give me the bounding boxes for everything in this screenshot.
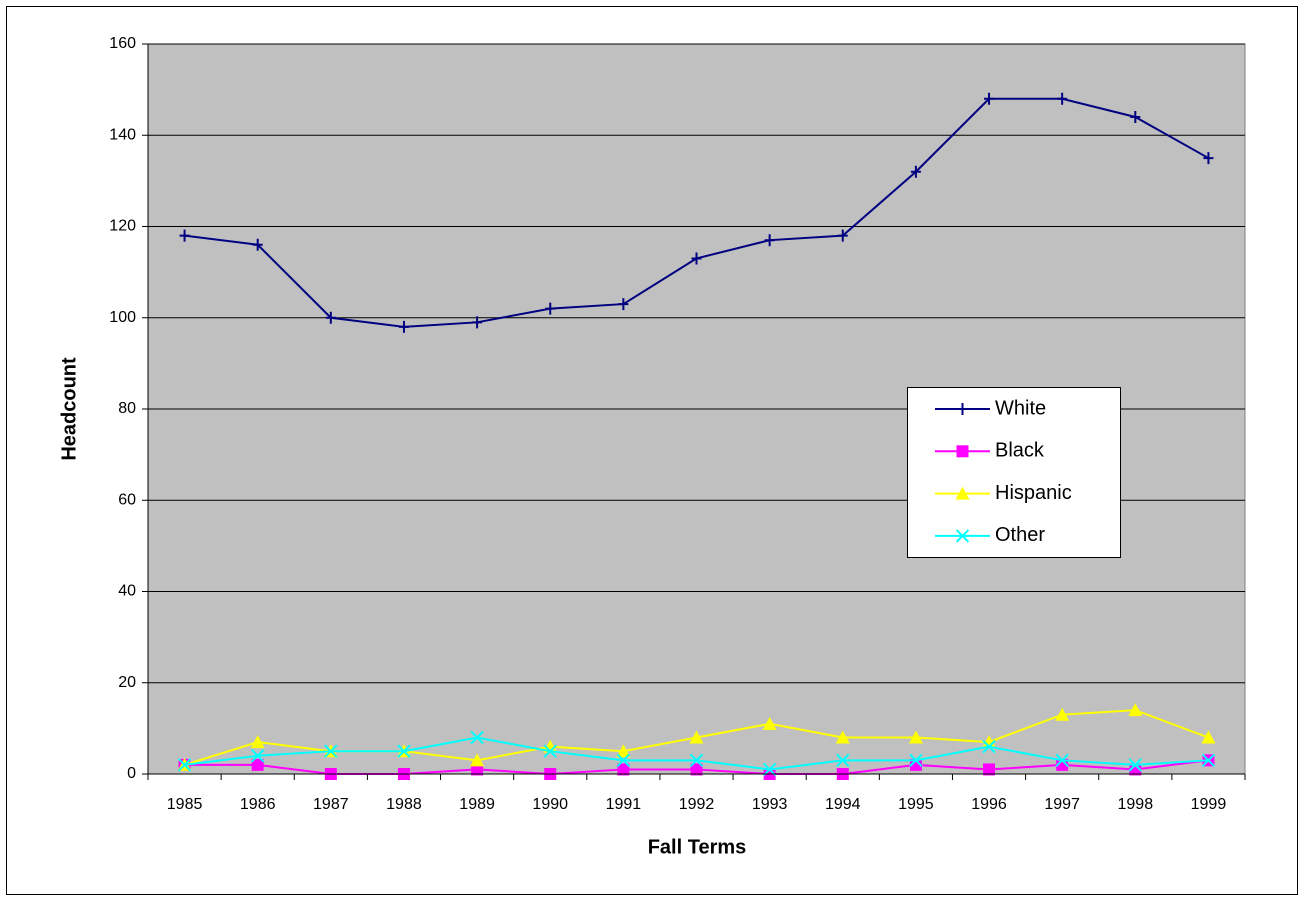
data-point bbox=[1129, 763, 1142, 776]
data-point bbox=[1203, 152, 1214, 165]
legend-marker bbox=[955, 529, 970, 543]
x-tick-label: 1999 bbox=[1191, 796, 1227, 813]
x-tick-label: 1990 bbox=[532, 796, 568, 813]
legend-label: White bbox=[995, 397, 1046, 419]
data-point bbox=[909, 758, 922, 771]
data-point bbox=[543, 739, 558, 753]
data-point bbox=[982, 735, 997, 749]
data-point bbox=[1128, 703, 1143, 717]
data-point bbox=[837, 229, 848, 242]
x-tick-label: 1987 bbox=[313, 796, 349, 813]
x-tick-label: 1997 bbox=[1044, 796, 1080, 813]
data-point bbox=[1128, 758, 1143, 772]
x-tick-label: 1998 bbox=[1118, 796, 1154, 813]
x-tick-label: 1991 bbox=[606, 796, 642, 813]
data-point bbox=[324, 744, 338, 758]
data-point bbox=[1056, 758, 1069, 771]
data-point bbox=[616, 744, 631, 758]
data-point bbox=[1055, 753, 1069, 768]
data-point bbox=[545, 302, 556, 315]
y-tick-label: 20 bbox=[118, 674, 136, 691]
data-point bbox=[617, 763, 630, 776]
data-point bbox=[691, 252, 702, 265]
data-point bbox=[1201, 730, 1216, 744]
data-point bbox=[325, 311, 336, 324]
x-tick-label: 1996 bbox=[971, 796, 1007, 813]
data-point bbox=[398, 320, 409, 333]
data-point bbox=[252, 238, 263, 251]
y-tick-label: 140 bbox=[109, 126, 136, 143]
data-point bbox=[983, 763, 996, 776]
data-point bbox=[470, 730, 484, 745]
x-tick-label: 1985 bbox=[167, 796, 203, 813]
legend-marker bbox=[957, 403, 968, 415]
y-tick-label: 60 bbox=[118, 491, 136, 508]
y-tick-label: 160 bbox=[109, 35, 136, 52]
x-tick-label: 1995 bbox=[898, 796, 934, 813]
data-point bbox=[470, 753, 485, 767]
data-point bbox=[397, 744, 411, 758]
y-tick-label: 0 bbox=[127, 765, 136, 782]
data-point bbox=[762, 762, 777, 777]
data-point bbox=[689, 753, 704, 768]
y-axis-title: Headcount bbox=[58, 357, 80, 461]
data-point bbox=[543, 744, 557, 758]
data-point bbox=[179, 229, 190, 242]
legend-label: Other bbox=[995, 524, 1045, 546]
data-point bbox=[1057, 92, 1068, 105]
data-point bbox=[984, 92, 995, 105]
data-point bbox=[689, 730, 704, 744]
data-point bbox=[250, 735, 265, 749]
y-tick-label: 80 bbox=[118, 400, 136, 417]
y-tick-label: 100 bbox=[109, 309, 136, 326]
data-point bbox=[982, 739, 996, 754]
data-point bbox=[764, 234, 775, 247]
x-tick-label: 1988 bbox=[386, 796, 422, 813]
y-tick-label: 40 bbox=[118, 583, 136, 600]
data-point bbox=[1055, 707, 1070, 721]
data-point bbox=[910, 165, 921, 178]
data-point bbox=[250, 749, 265, 763]
legend-label: Hispanic bbox=[995, 482, 1072, 504]
data-point bbox=[908, 730, 923, 744]
data-point bbox=[836, 753, 850, 768]
legend-label: Black bbox=[995, 440, 1045, 462]
legend bbox=[907, 387, 1121, 558]
data-point bbox=[762, 716, 777, 730]
x-tick-label: 1993 bbox=[752, 796, 788, 813]
x-axis-title: Fall Terms bbox=[648, 836, 747, 858]
data-point bbox=[616, 753, 631, 768]
data-point bbox=[1201, 753, 1216, 768]
x-tick-label: 1994 bbox=[825, 796, 861, 813]
data-point bbox=[909, 753, 923, 768]
data-point bbox=[251, 758, 264, 771]
x-tick-label: 1992 bbox=[679, 796, 715, 813]
x-tick-label: 1989 bbox=[459, 796, 495, 813]
data-point bbox=[618, 298, 629, 311]
data-point bbox=[690, 763, 703, 776]
data-point bbox=[835, 730, 850, 744]
data-point bbox=[471, 763, 484, 776]
data-point bbox=[177, 758, 192, 772]
legend-marker bbox=[955, 486, 970, 500]
data-point bbox=[472, 316, 483, 329]
data-point bbox=[1130, 111, 1141, 123]
x-tick-label: 1986 bbox=[240, 796, 276, 813]
y-tick-label: 120 bbox=[109, 218, 136, 235]
legend-marker bbox=[956, 445, 969, 458]
